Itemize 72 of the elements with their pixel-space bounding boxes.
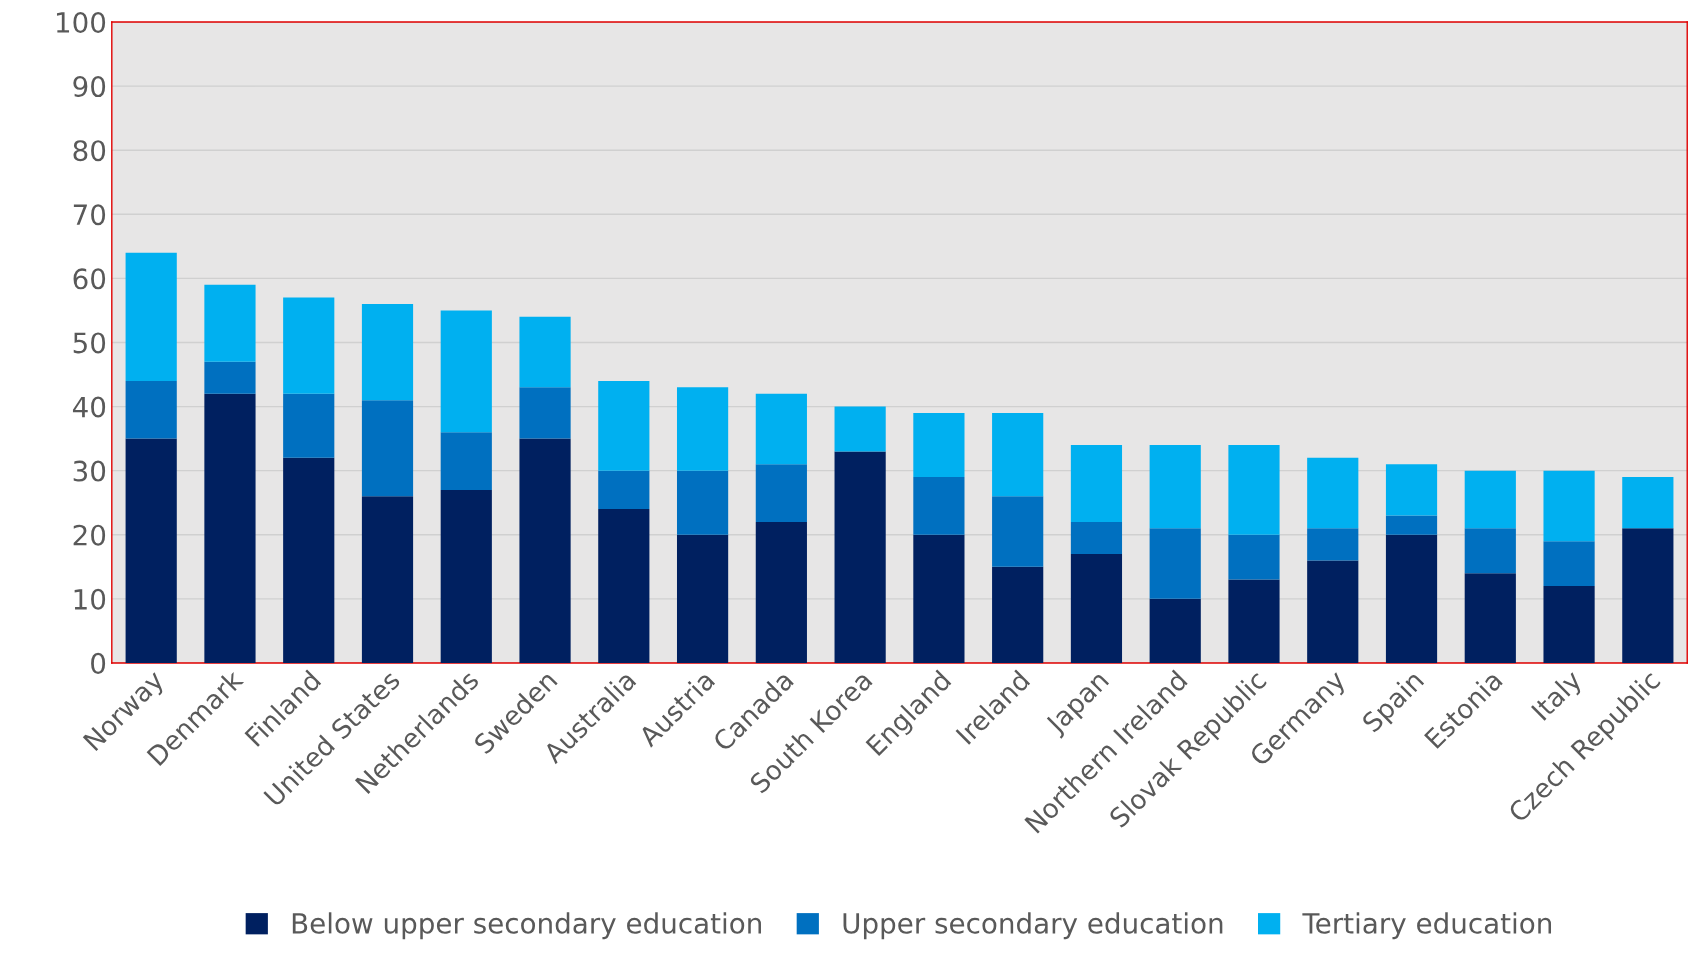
bar bbox=[598, 470, 650, 510]
bar bbox=[283, 393, 335, 458]
bar bbox=[1543, 586, 1595, 663]
bar bbox=[440, 310, 492, 433]
bar bbox=[1070, 445, 1123, 522]
bar bbox=[204, 393, 256, 663]
legend-label: Below upper secondary education bbox=[292, 912, 761, 940]
bar bbox=[283, 457, 335, 663]
bar bbox=[519, 438, 571, 663]
y-tick-label: 100 bbox=[56, 11, 106, 33]
bar bbox=[1228, 534, 1280, 580]
bar bbox=[519, 316, 571, 388]
y-tick-label: 20 bbox=[73, 524, 106, 546]
bar bbox=[1385, 534, 1438, 663]
legend-label: Tertiary education bbox=[1302, 912, 1552, 940]
bar bbox=[361, 304, 414, 401]
bar bbox=[913, 412, 965, 478]
y-tick-label: 50 bbox=[73, 332, 106, 354]
bar bbox=[913, 477, 965, 535]
bar bbox=[1385, 464, 1438, 516]
bar bbox=[1464, 528, 1516, 574]
bar bbox=[361, 400, 414, 497]
y-tick-label: 70 bbox=[73, 204, 106, 226]
y-tick-label: 90 bbox=[73, 76, 106, 98]
bar bbox=[204, 361, 256, 394]
bar bbox=[1622, 477, 1674, 529]
bar bbox=[1228, 579, 1280, 663]
y-tick-label: 10 bbox=[74, 588, 106, 610]
bar bbox=[1543, 470, 1595, 542]
bar bbox=[1464, 470, 1516, 529]
bar bbox=[1307, 528, 1359, 561]
bar bbox=[1149, 598, 1201, 663]
bar bbox=[1228, 445, 1280, 535]
bar bbox=[125, 380, 177, 439]
bar bbox=[676, 387, 729, 471]
bar bbox=[1385, 515, 1438, 535]
bar bbox=[204, 284, 256, 362]
legend-label: Upper secondary education bbox=[843, 912, 1223, 940]
bar bbox=[992, 496, 1044, 567]
bar bbox=[1070, 553, 1123, 663]
bar bbox=[1622, 528, 1674, 663]
bar bbox=[1307, 457, 1359, 529]
bar bbox=[1543, 541, 1595, 587]
y-tick-label: 30 bbox=[73, 460, 106, 482]
y-tick-label: 80 bbox=[73, 140, 106, 162]
bar bbox=[361, 496, 414, 663]
y-tick-label: 0 bbox=[91, 652, 106, 674]
bar bbox=[440, 432, 492, 490]
bar bbox=[755, 393, 807, 465]
bar bbox=[913, 534, 965, 663]
bar bbox=[1464, 573, 1516, 663]
bar bbox=[676, 470, 729, 535]
bar bbox=[440, 489, 492, 663]
bar bbox=[1307, 560, 1359, 663]
bar bbox=[283, 297, 335, 394]
bar bbox=[1149, 528, 1201, 599]
bar bbox=[1070, 521, 1123, 554]
bar bbox=[992, 412, 1044, 497]
y-tick-label: 60 bbox=[73, 268, 106, 290]
bar bbox=[755, 464, 807, 522]
bar bbox=[834, 406, 886, 452]
bar bbox=[992, 566, 1044, 663]
bar bbox=[676, 534, 729, 663]
bar bbox=[125, 438, 177, 663]
bar bbox=[1149, 445, 1201, 529]
y-tick-label: 40 bbox=[72, 396, 106, 418]
bar bbox=[755, 521, 807, 663]
bar bbox=[519, 387, 571, 439]
bar bbox=[598, 380, 650, 471]
bar bbox=[598, 509, 650, 663]
bar bbox=[834, 451, 886, 663]
bar bbox=[125, 252, 177, 381]
